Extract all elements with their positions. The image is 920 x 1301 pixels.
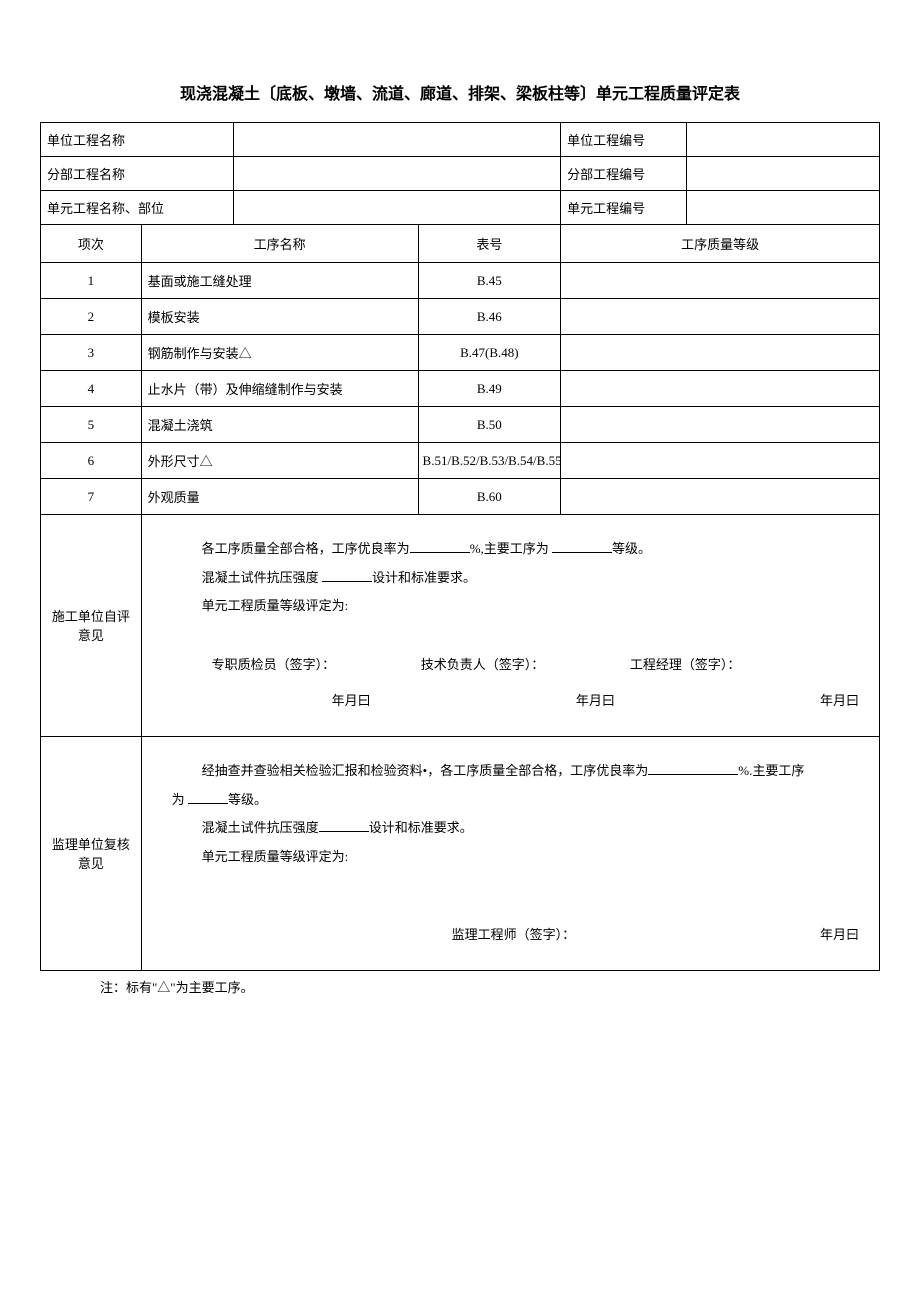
table-row: 6 外形尺寸△ B.51/B.52/B.53/B.54/B.55 (41, 443, 880, 479)
page-title: 现浇混凝土〔底板、墩墙、流道、廊道、排架、梁板柱等〕单元工程质量评定表 (40, 80, 880, 104)
self-eval-sig3: 工程经理（签字）： (630, 651, 839, 680)
sub-project-no-value (687, 157, 880, 191)
super-eval-content: 经抽查并查验相关检验汇报和检验资料•，各工序质量全部合格，工序优良率为 %.主要工… (141, 736, 879, 970)
proc-name: 外形尺寸△ (141, 443, 418, 479)
table-row: 7 外观质量 B.60 (41, 479, 880, 515)
table-row: 1 基面或施工缝处理 B.45 (41, 263, 880, 299)
proc-name: 止水片（带）及伸缩缝制作与安装 (141, 371, 418, 407)
unit-elem-name-label: 单元工程名称、部位 (41, 191, 234, 225)
proc-grade (561, 371, 880, 407)
table-row: 4 止水片（带）及伸缩缝制作与安装 B.49 (41, 371, 880, 407)
self-eval-content: 各工序质量全部合格，工序优良率为 %,主要工序为 等级。 混凝土试件抗压强度 设计… (141, 515, 879, 737)
header-row-sub-project: 分部工程名称 分部工程编号 (41, 157, 880, 191)
proc-name: 外观质量 (141, 479, 418, 515)
unit-elem-no-value (687, 191, 880, 225)
proc-seq: 3 (41, 335, 142, 371)
proc-code: B.60 (418, 479, 561, 515)
self-eval-line2b: 设计和标准要求。 (372, 570, 476, 585)
sub-project-no-label: 分部工程编号 (561, 157, 687, 191)
super-eval-line1a: 经抽查并查验相关检验汇报和检验资料•，各工序质量全部合格，工序优良率为 (202, 763, 649, 778)
proc-grade (561, 263, 880, 299)
self-eval-line1c: 等级。 (612, 541, 651, 556)
unit-elem-name-value (233, 191, 560, 225)
table-row: 3 钢筋制作与安装△ B.47(B.48) (41, 335, 880, 371)
self-eval-line1a: 各工序质量全部合格，工序优良率为 (202, 541, 410, 556)
super-eval-line3: 单元工程质量等级评定为: (172, 843, 869, 872)
super-eval-line1b: %.主要工序 (738, 763, 804, 778)
proc-code: B.46 (418, 299, 561, 335)
proc-name: 基面或施工缝处理 (141, 263, 418, 299)
self-eval-row: 施工单位自评意见 各工序质量全部合格，工序优良率为 %,主要工序为 等级。 混凝土… (41, 515, 880, 737)
self-eval-sig1: 专职质检员（签字）： (172, 651, 421, 680)
super-eval-line1c-prefix: 为 (172, 792, 185, 807)
self-eval-date2: 年月曰 (576, 687, 615, 716)
super-eval-row: 监理单位复核意见 经抽查并查验相关检验汇报和检验资料•，各工序质量全部合格，工序… (41, 736, 880, 970)
proc-header-code: 表号 (418, 225, 561, 263)
proc-grade (561, 443, 880, 479)
proc-seq: 6 (41, 443, 142, 479)
proc-name: 钢筋制作与安装△ (141, 335, 418, 371)
self-eval-line2a: 混凝土试件抗压强度 (202, 570, 319, 585)
header-row-unit-elem: 单元工程名称、部位 单元工程编号 (41, 191, 880, 225)
sub-project-name-label: 分部工程名称 (41, 157, 234, 191)
proc-code: B.47(B.48) (418, 335, 561, 371)
unit-project-no-label: 单位工程编号 (561, 123, 687, 157)
super-eval-date: 年月曰 (820, 921, 869, 950)
proc-seq: 4 (41, 371, 142, 407)
sub-project-name-value (233, 157, 560, 191)
footnote: 注：标有"△"为主要工序。 (100, 977, 880, 996)
super-eval-line1c-suffix: 等级。 (228, 792, 267, 807)
unit-project-no-value (687, 123, 880, 157)
unit-project-name-value (233, 123, 560, 157)
self-eval-date3: 年月曰 (820, 687, 859, 716)
proc-header-seq: 项次 (41, 225, 142, 263)
super-eval-line2b: 设计和标准要求。 (369, 820, 473, 835)
proc-header-grade: 工序质量等级 (561, 225, 880, 263)
self-eval-date1: 年月曰 (332, 687, 371, 716)
self-eval-line3: 单元工程质量等级评定为: (202, 592, 869, 621)
self-eval-line1b: %,主要工序为 (470, 541, 549, 556)
table-row: 2 模板安装 B.46 (41, 299, 880, 335)
proc-code: B.45 (418, 263, 561, 299)
proc-grade (561, 407, 880, 443)
procedure-header-row: 项次 工序名称 表号 工序质量等级 (41, 225, 880, 263)
proc-name: 混凝土浇筑 (141, 407, 418, 443)
proc-seq: 2 (41, 299, 142, 335)
proc-grade (561, 299, 880, 335)
proc-seq: 5 (41, 407, 142, 443)
header-row-unit-project: 单位工程名称 单位工程编号 (41, 123, 880, 157)
unit-elem-no-label: 单元工程编号 (561, 191, 687, 225)
super-eval-sig: 监理工程师（签字）： (452, 921, 820, 950)
proc-code: B.51/B.52/B.53/B.54/B.55 (418, 443, 561, 479)
unit-project-name-label: 单位工程名称 (41, 123, 234, 157)
table-row: 5 混凝土浇筑 B.50 (41, 407, 880, 443)
super-eval-line2a: 混凝土试件抗压强度 (202, 820, 319, 835)
self-eval-sig2: 技术负责人（签字）： (421, 651, 630, 680)
proc-code: B.49 (418, 371, 561, 407)
super-eval-label: 监理单位复核意见 (41, 736, 142, 970)
proc-grade (561, 335, 880, 371)
proc-header-name: 工序名称 (141, 225, 418, 263)
proc-code: B.50 (418, 407, 561, 443)
proc-seq: 1 (41, 263, 142, 299)
evaluation-table: 单位工程名称 单位工程编号 分部工程名称 分部工程编号 单元工程名称、部位 单元… (40, 122, 880, 971)
proc-seq: 7 (41, 479, 142, 515)
self-eval-label: 施工单位自评意见 (41, 515, 142, 737)
proc-name: 模板安装 (141, 299, 418, 335)
proc-grade (561, 479, 880, 515)
